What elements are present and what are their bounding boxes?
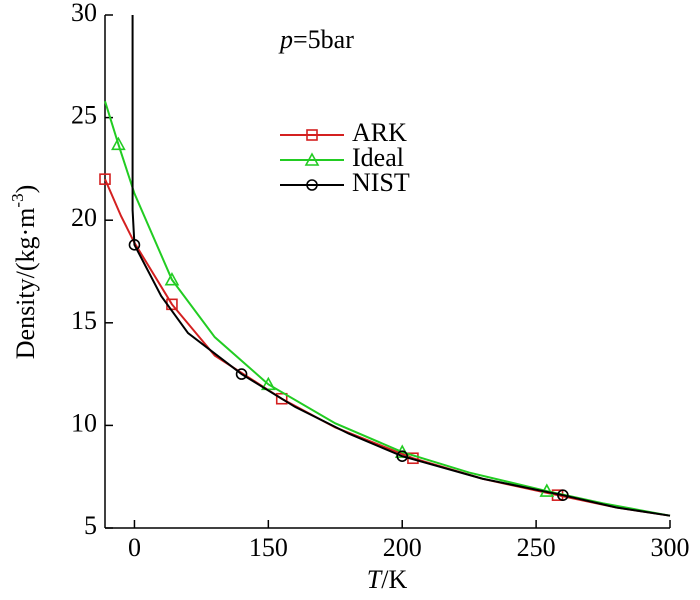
x-axis-label: T/K [367,565,408,594]
marker [557,489,569,501]
legend-label: ARK [352,118,407,147]
marker [275,392,288,405]
annotation-var: p [278,25,293,54]
marker [164,272,180,286]
marker [396,450,409,462]
marker [99,173,111,185]
y-tick-label: 20 [71,203,97,232]
y-tick-label: 25 [71,101,97,130]
y-tick-label: 15 [71,306,97,335]
y-label-main: Density/(kg·m [11,208,40,360]
marker [306,129,318,141]
marker [306,179,318,191]
marker [111,136,126,151]
x-tick-label: 150 [249,533,288,562]
y-label-sup: -3 [8,193,27,207]
y-label-end: ) [11,185,40,194]
x-label-text: /K [381,565,407,594]
marker [235,368,248,380]
series-line [104,178,671,517]
y-axis-label: Density/(kg·m-3) [8,185,40,360]
x-tick-label: 0 [128,533,141,562]
legend-label: Ideal [352,143,404,172]
marker [304,152,320,166]
series-line [131,15,671,517]
annotation: p=5bar [278,25,354,54]
y-tick-label: 10 [71,408,97,437]
marker [128,239,141,251]
annotation-text: =5bar [293,25,354,54]
x-tick-label: 250 [517,533,556,562]
legend-label: NIST [352,168,410,197]
x-tick-label: 300 [651,533,690,562]
y-tick-label: 30 [71,0,97,27]
x-label-var: T [367,565,383,594]
x-tick-label: 200 [383,533,422,562]
y-tick-label: 5 [84,511,97,540]
